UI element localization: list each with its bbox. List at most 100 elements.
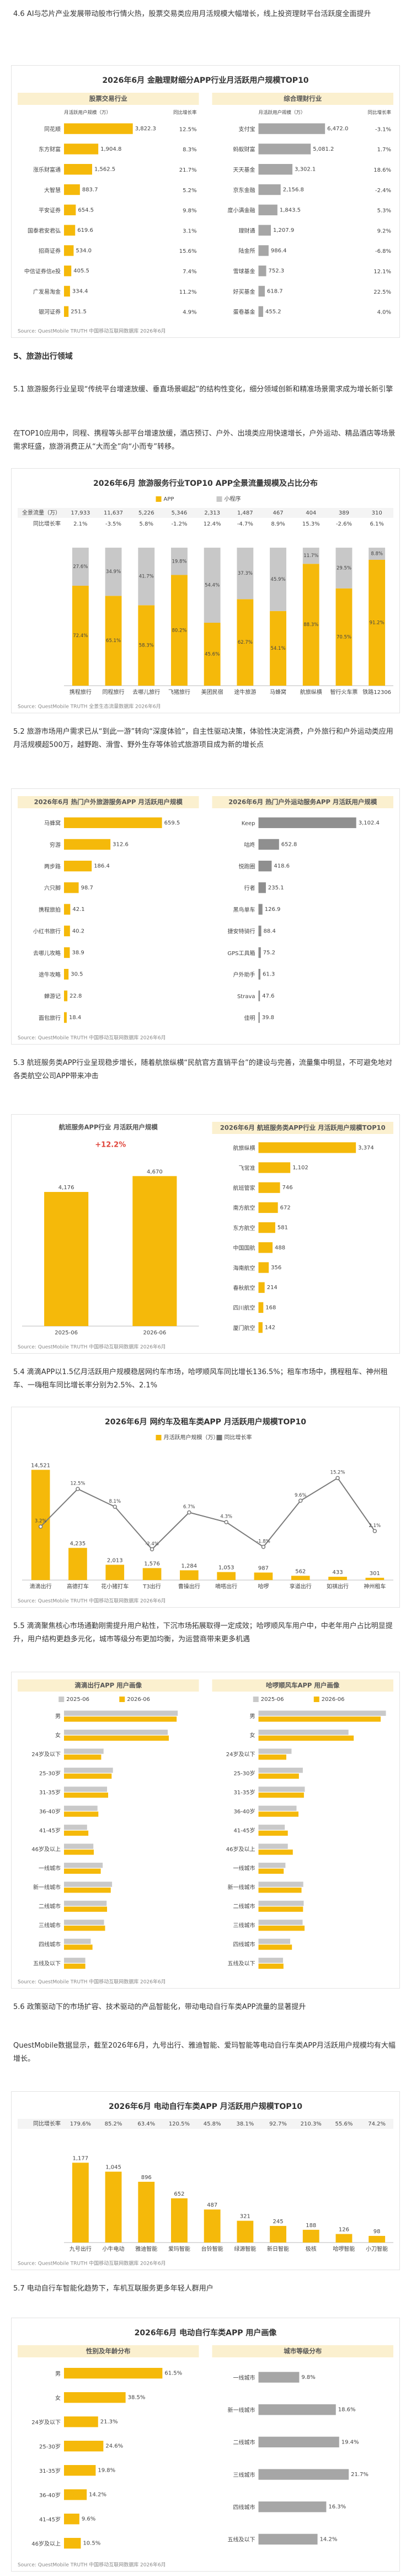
bar [64,306,69,317]
bar-label: 10.5% [83,2541,100,2547]
source: Source: QuestMobile TRUTH 中国移动互联网数据库 202… [18,328,166,335]
bar-label: 581 [277,1225,288,1231]
bar [258,1849,293,1855]
table-cell: 17,933 [71,510,90,516]
category-label: 24岁及以下 [31,1751,61,1758]
bar [64,1925,105,1931]
bar [204,548,221,623]
panel-header [18,93,199,105]
category-label: 雪球基金 [233,268,255,275]
table-cell: 389 [339,510,349,516]
category-label: 五线及以下 [33,1960,61,1967]
bar [72,548,89,586]
bar-label: 21.3% [100,2419,118,2425]
line-point [261,1545,266,1549]
category-label: 蛋卷基金 [233,309,255,316]
paragraph: 5.1 旅游服务行业呈现“传统平台增速放缓、垂直场景崛起”的结构性变化，细分领域… [13,385,393,394]
bar [64,2441,104,2452]
bar [64,1906,108,1912]
category-label: 新一线城市 [228,2407,255,2414]
category-label: 36-40岁 [233,1808,255,1815]
bar-label: 1,053 [218,1565,234,1571]
paragraph: 5.4 滴滴APP以1.5亿月活跃用户规模稳居网约车市场，哈啰顺风车同比增长13… [13,1368,388,1390]
bar [217,1572,236,1580]
bar [64,144,99,155]
category-label: 三线城市 [233,2471,255,2478]
bar-label: 214 [267,1285,277,1291]
category-label: 女 [250,1732,255,1739]
panel-header [212,796,393,808]
bar [258,2436,339,2448]
bar-label: 562 [295,1568,306,1575]
paragraph: 5.5 滴滴聚焦核心市场通勤刚需提升用户粘性，下沉市场拓展取得一定成效；哈啰顺风… [13,1622,393,1644]
x-tick-label: 航旅纵横 [300,688,322,696]
bar-label: 618.7 [267,288,283,294]
category-label: 一线城市 [233,2374,255,2381]
bar [64,1900,107,1906]
source: Source: QuestMobile TRUTH 中国移动互联网数据库 202… [18,1598,166,1604]
bar [258,1012,260,1023]
bar-label: 987 [258,1565,269,1571]
table-row-bg [18,519,393,529]
bar [258,306,263,317]
bar [258,1920,303,1925]
bar-label: 75.2 [263,950,275,956]
bar [64,1805,98,1811]
bar [64,1888,111,1893]
bar [258,184,281,195]
bar [64,1958,86,1963]
paragraph: 5.6 政策驱动下的市场扩容、技术驱动的产品智能化，带动电动自行车类APP流量的… [13,2003,306,2011]
growth-label: 22.5% [373,289,391,295]
bar [64,1868,101,1874]
x-tick-label: T3出行 [142,1583,161,1590]
category-label: 陆金所 [239,247,255,255]
bar [270,611,286,686]
bar-label: 38.5% [128,2395,146,2401]
bar [171,2198,188,2243]
column-header: 月活跃用户规模（万） [64,110,111,116]
bar [64,1843,94,1849]
x-tick-label: 途牛旅游 [234,688,256,696]
category-label: 马蜂窝 [44,820,61,827]
bar [64,123,133,134]
category-label: 穷游 [50,841,61,849]
growth-label: 11.2% [179,289,197,295]
bar-label: 42.1 [72,907,84,913]
bar [64,861,92,872]
bar [64,990,68,1001]
bar [258,1881,303,1887]
category-label: 飞常准 [239,1164,255,1172]
line-point [38,1524,43,1529]
bar [64,1755,102,1760]
panel-header [212,1679,393,1692]
bar-label: 659.5 [164,820,180,826]
line-point [372,1529,377,1534]
category-label: 同花顺 [44,125,61,132]
bar [258,1242,273,1253]
bar [64,1792,109,1798]
bar-label: 168 [265,1305,276,1311]
chart: 2026年6月 电动自行车类APP 用户画像 Source: QuestMobil… [11,2318,400,2572]
bar-label: 54.1% [271,646,286,651]
bar [64,904,71,915]
table-row-bg [18,508,393,518]
table-cell: 85.2% [105,2121,122,2127]
bar-label: 9.6% [82,2516,95,2522]
bar-label: 896 [141,2175,152,2181]
panel-title: 2026年6月 航班服务类APP行业 月活跃用户规模TOP10 [220,1124,386,1132]
table-cell: -4.7% [237,521,253,527]
line-point [224,1520,228,1524]
category-label: 41-45岁 [39,2516,61,2523]
panel-title: 性别及年龄分布 [86,2347,131,2355]
bar-label: 746 [282,1185,293,1191]
bar-label: 19.4% [341,2439,359,2445]
category-label: 度小满金融 [228,207,255,214]
category-label: 25-30岁 [39,2443,61,2450]
chart-title: 2026年6月 电动自行车类APP 用户画像 [135,2328,277,2338]
bar-label: 29.5% [337,565,351,571]
chart: 2026年6月 网约车及租车类APP 月活跃用户规模TOP10 Source: Q… [11,1407,400,1608]
bar-label: 34.9% [106,569,121,575]
bar [64,1773,112,1779]
category-label: 好买基金 [233,288,255,295]
source: Source: QuestMobile TRUTH 中国移动互联网数据库 202… [18,1979,166,1985]
